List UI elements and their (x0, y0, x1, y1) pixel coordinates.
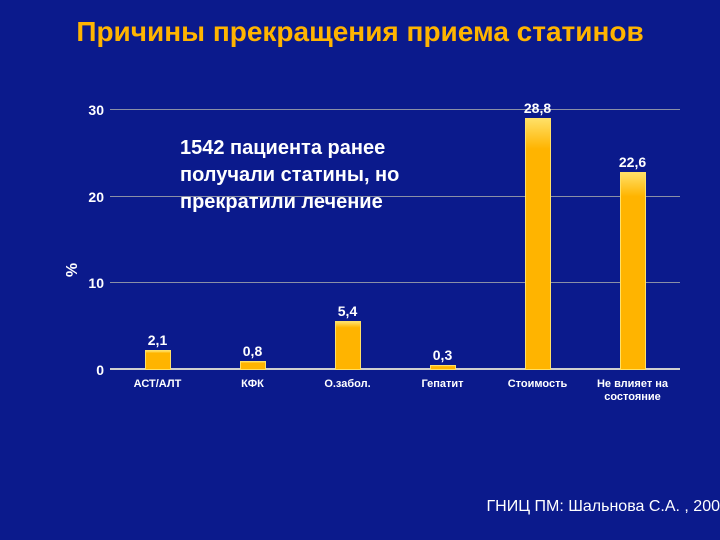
x-tick-label: КФК (201, 378, 304, 391)
footer-citation: ГНИЦ ПМ: Шальнова С.А. , 200 (487, 498, 720, 516)
bar-value-label: 0,3 (433, 347, 452, 363)
bar-group: 22,6Не влияет насостояние (585, 110, 680, 370)
x-tick-label: Не влияет насостояние (581, 378, 684, 403)
x-tick-label: АСТ/АЛТ (106, 378, 209, 391)
bar-value-label: 2,1 (148, 332, 167, 348)
slide-title: Причины прекращения приема статинов (0, 16, 720, 48)
bar-group: 28,8Стоимость (490, 110, 585, 370)
bar (240, 361, 266, 370)
y-tick-label: 0 (74, 362, 104, 378)
bar-value-label: 5,4 (338, 303, 357, 319)
y-tick-label: 30 (74, 102, 104, 118)
x-tick-label: О.забол. (296, 378, 399, 391)
bar-value-label: 0,8 (243, 343, 262, 359)
bar (145, 350, 171, 370)
bar (430, 365, 456, 370)
bar (620, 172, 646, 370)
bar (335, 321, 361, 370)
bar-value-label: 28,8 (524, 100, 551, 116)
bar-group: 0,3Гепатит (395, 110, 490, 370)
bar (525, 118, 551, 370)
y-tick-label: 20 (74, 189, 104, 205)
slide: Причины прекращения приема статинов % 01… (0, 0, 720, 540)
y-tick-label: 10 (74, 275, 104, 291)
bar-value-label: 22,6 (619, 154, 646, 170)
x-tick-label: Стоимость (486, 378, 589, 391)
x-tick-label: Гепатит (391, 378, 494, 391)
annotation-text: 1542 пациента ранееполучали статины, ноп… (180, 135, 399, 216)
